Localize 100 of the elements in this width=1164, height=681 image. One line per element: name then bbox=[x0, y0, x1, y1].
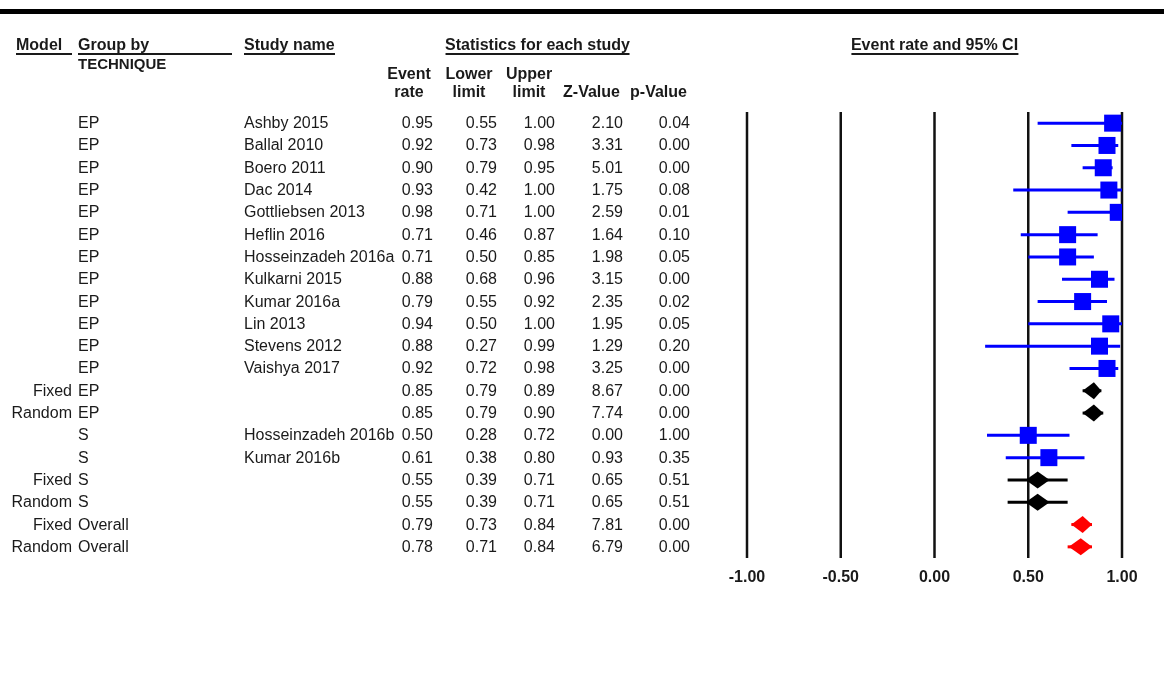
data-label: 0.51 bbox=[658, 470, 690, 488]
data-label: 0.00 bbox=[658, 515, 690, 533]
data-label: 1.00 bbox=[523, 203, 555, 221]
data-label: 6.79 bbox=[591, 537, 623, 555]
data-label: 0.88 bbox=[401, 337, 433, 355]
y2-axis-title: Group by TECHNIQUE bbox=[78, 36, 167, 72]
data-label: 1.95 bbox=[591, 314, 623, 332]
data-label: 0.38 bbox=[465, 448, 497, 466]
x-tick-label: -0.50 bbox=[822, 568, 860, 586]
data-label: 7.74 bbox=[591, 404, 623, 422]
data-label: 0.39 bbox=[465, 493, 497, 511]
point bbox=[1068, 538, 1092, 556]
data-label: 1.64 bbox=[591, 225, 623, 243]
data-label: 1.00 bbox=[523, 181, 555, 199]
y2-tick-label: EP bbox=[78, 158, 100, 176]
point bbox=[1094, 159, 1112, 177]
chart-title: Statistics for each study bbox=[445, 36, 630, 53]
data-label: 0.05 bbox=[658, 314, 690, 332]
point bbox=[1059, 248, 1077, 266]
data-label: 0.04 bbox=[658, 114, 690, 132]
data-label: 0.51 bbox=[658, 493, 690, 511]
point bbox=[1025, 493, 1050, 511]
y-tick-label: Vaishya 2017 bbox=[244, 359, 340, 377]
category-label: Random bbox=[11, 493, 72, 511]
data-label: 0.89 bbox=[523, 381, 555, 399]
category-label: Fixed bbox=[32, 515, 72, 533]
chart-title: Event rate and 95% CI bbox=[850, 36, 1019, 53]
data-label: 0.72 bbox=[465, 359, 497, 377]
x-tick-label: 0.50 bbox=[1012, 568, 1044, 586]
data-label: 0.61 bbox=[401, 448, 433, 466]
data-label: 1.98 bbox=[591, 247, 623, 265]
data-label: 0.92 bbox=[401, 136, 433, 154]
data-label: 0.85 bbox=[523, 247, 555, 265]
data-label: 0.27 bbox=[465, 337, 497, 355]
data-label: 0.79 bbox=[465, 381, 497, 399]
category-label: Random bbox=[11, 537, 72, 555]
data-label: 0.50 bbox=[465, 247, 497, 265]
category-label: Fixed bbox=[32, 470, 72, 488]
data-label: 1.75 bbox=[591, 181, 623, 199]
data-label: 0.98 bbox=[523, 136, 555, 154]
data-label: 0.00 bbox=[658, 404, 690, 422]
y2-tick-label: Overall bbox=[78, 515, 129, 533]
data-label: 0.55 bbox=[401, 493, 433, 511]
data-label: 0.00 bbox=[658, 158, 690, 176]
y-tick-label: Stevens 2012 bbox=[244, 337, 342, 355]
data-label: 0.79 bbox=[465, 158, 497, 176]
y2-tick-label: S bbox=[78, 426, 89, 444]
y2-tick-label: EP bbox=[78, 247, 100, 265]
x-tick-label: Lower limit bbox=[445, 65, 493, 100]
data-label: 0.95 bbox=[523, 158, 555, 176]
y-tick-label: Hosseinzadeh 2016a bbox=[244, 247, 395, 265]
data-label: 0.79 bbox=[465, 404, 497, 422]
y-tick-label: Ballal 2010 bbox=[244, 136, 324, 154]
data-label: 0.98 bbox=[523, 359, 555, 377]
data-label: 0.20 bbox=[658, 337, 690, 355]
x-tick-label: p-Value bbox=[630, 83, 687, 100]
y2-tick-label: EP bbox=[78, 114, 100, 132]
point bbox=[1040, 449, 1058, 467]
data-label: 0.55 bbox=[401, 470, 433, 488]
point bbox=[1098, 359, 1116, 377]
data-label: 0.84 bbox=[523, 515, 555, 533]
data-label: 1.00 bbox=[523, 114, 555, 132]
data-label: 0.73 bbox=[465, 136, 497, 154]
x-tick-label: -1.00 bbox=[728, 568, 766, 586]
data-label: 0.65 bbox=[591, 470, 623, 488]
data-label: 0.93 bbox=[401, 181, 433, 199]
data-label: 0.72 bbox=[523, 426, 555, 444]
data-label: 0.71 bbox=[465, 203, 497, 221]
data-label: 0.01 bbox=[658, 203, 690, 221]
data-label: 0.55 bbox=[465, 114, 497, 132]
data-label: 0.71 bbox=[401, 247, 433, 265]
data-label: 0.00 bbox=[658, 270, 690, 288]
y2-tick-label: S bbox=[78, 448, 89, 466]
y-tick-label: Heflin 2016 bbox=[244, 225, 325, 243]
data-label: 1.29 bbox=[591, 337, 623, 355]
point bbox=[1059, 226, 1077, 244]
y2-tick-label: EP bbox=[78, 292, 100, 310]
data-label: 0.42 bbox=[465, 181, 497, 199]
data-label: 0.50 bbox=[465, 314, 497, 332]
data-label: 0.02 bbox=[658, 292, 690, 310]
text: Model bbox=[16, 36, 63, 53]
y-tick-label: Dac 2014 bbox=[244, 181, 313, 199]
y-tick-label: Hosseinzadeh 2016b bbox=[244, 426, 395, 444]
y-tick-label: Gottliebsen 2013 bbox=[244, 203, 365, 221]
x-tick-label: Upper limit bbox=[505, 65, 553, 100]
data-label: 0.46 bbox=[465, 225, 497, 243]
point bbox=[1074, 293, 1092, 311]
data-label: 0.35 bbox=[658, 448, 690, 466]
data-label: 1.00 bbox=[523, 314, 555, 332]
data-label: 0.00 bbox=[591, 426, 623, 444]
y-tick-label: Ashby 2015 bbox=[244, 114, 329, 132]
data-label: 0.78 bbox=[401, 537, 433, 555]
point bbox=[1082, 382, 1102, 400]
data-label: 0.08 bbox=[658, 181, 690, 199]
data-label: 0.00 bbox=[658, 359, 690, 377]
category-label: Random bbox=[11, 404, 72, 422]
data-label: 0.00 bbox=[658, 136, 690, 154]
data-label: 0.68 bbox=[465, 270, 497, 288]
data-label: 0.85 bbox=[401, 404, 433, 422]
data-label: 0.80 bbox=[523, 448, 555, 466]
